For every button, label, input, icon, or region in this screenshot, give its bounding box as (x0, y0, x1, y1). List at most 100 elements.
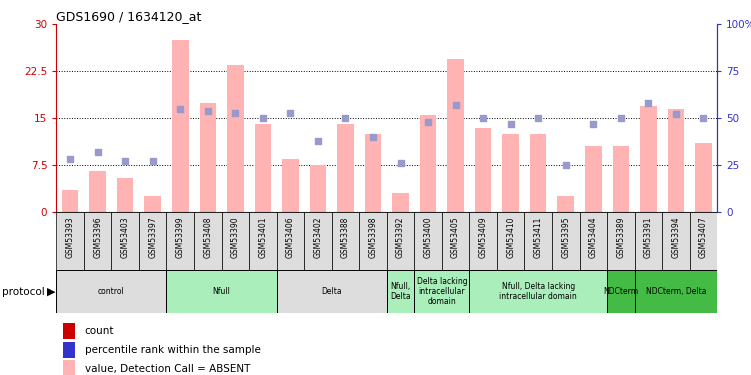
Bar (63, 360, 75, 375)
Bar (276, 212, 304, 270)
Bar (139, 212, 167, 270)
Point (229, 110, 241, 116)
Bar (580, 212, 607, 270)
Text: GSM53391: GSM53391 (644, 216, 653, 258)
Bar (448, 59, 464, 212)
Bar (63, 342, 75, 358)
Text: GSM53410: GSM53410 (506, 216, 515, 258)
Text: GSM53405: GSM53405 (451, 216, 460, 258)
Bar (117, 177, 134, 212)
Point (698, 115, 710, 121)
Point (312, 138, 324, 144)
Text: GSM53393: GSM53393 (65, 216, 74, 258)
Bar (475, 128, 491, 212)
Bar (387, 270, 415, 313)
Bar (392, 193, 409, 212)
Point (285, 110, 297, 116)
Point (257, 115, 269, 121)
Bar (497, 212, 524, 270)
Bar (442, 212, 469, 270)
Text: GSM53403: GSM53403 (121, 216, 130, 258)
Bar (530, 134, 547, 212)
Bar (89, 171, 106, 212)
Bar (662, 212, 689, 270)
Bar (227, 65, 243, 212)
Point (174, 106, 186, 112)
Bar (222, 212, 249, 270)
Text: GSM53411: GSM53411 (534, 216, 543, 258)
Bar (613, 146, 629, 212)
Text: Delta lacking
intracellular
domain: Delta lacking intracellular domain (417, 277, 467, 306)
Bar (200, 102, 216, 212)
Text: GSM53392: GSM53392 (396, 216, 405, 258)
Text: GSM53394: GSM53394 (671, 216, 680, 258)
Bar (56, 212, 84, 270)
Bar (668, 109, 684, 212)
Bar (304, 212, 332, 270)
Point (92, 149, 104, 155)
Point (146, 158, 158, 164)
Text: Nfull: Nfull (213, 287, 231, 296)
Bar (167, 270, 276, 313)
Point (532, 115, 544, 121)
Text: GSM53400: GSM53400 (424, 216, 433, 258)
Text: NDCterm, Delta: NDCterm, Delta (646, 287, 706, 296)
Point (615, 115, 627, 121)
Point (642, 100, 654, 106)
Text: value, Detection Call = ABSENT: value, Detection Call = ABSENT (85, 364, 250, 374)
Bar (557, 196, 574, 212)
Bar (469, 212, 497, 270)
Bar (585, 146, 602, 212)
Text: GSM53409: GSM53409 (478, 216, 487, 258)
Point (587, 121, 599, 127)
Text: protocol: protocol (2, 286, 45, 297)
Bar (172, 40, 189, 212)
Point (202, 108, 214, 114)
Text: Delta: Delta (321, 287, 342, 296)
Text: GSM53408: GSM53408 (204, 216, 213, 258)
Bar (337, 124, 354, 212)
Point (64, 156, 76, 162)
Bar (640, 106, 656, 212)
Bar (276, 270, 387, 313)
Text: ▶: ▶ (47, 286, 56, 297)
Text: GSM53406: GSM53406 (286, 216, 295, 258)
Text: GSM53404: GSM53404 (589, 216, 598, 258)
Bar (255, 124, 271, 212)
Bar (387, 212, 415, 270)
Bar (62, 190, 78, 212)
Bar (144, 196, 161, 212)
Text: GSM53398: GSM53398 (369, 216, 378, 258)
Point (505, 121, 517, 127)
Text: GSM53407: GSM53407 (699, 216, 708, 258)
Text: GSM53397: GSM53397 (148, 216, 157, 258)
Text: GSM53401: GSM53401 (258, 216, 267, 258)
Point (559, 162, 572, 168)
Bar (249, 212, 276, 270)
Point (367, 134, 379, 140)
Text: Nfull,
Delta: Nfull, Delta (391, 282, 411, 301)
Bar (420, 115, 436, 212)
Text: GSM53399: GSM53399 (176, 216, 185, 258)
Text: GDS1690 / 1634120_at: GDS1690 / 1634120_at (56, 10, 202, 23)
Bar (194, 212, 222, 270)
Text: GSM53388: GSM53388 (341, 216, 350, 258)
Bar (63, 323, 75, 339)
Bar (282, 159, 299, 212)
Text: GSM53402: GSM53402 (313, 216, 322, 258)
Bar (365, 134, 382, 212)
Point (422, 119, 434, 125)
Bar (415, 270, 469, 313)
Text: Nfull, Delta lacking
intracellular domain: Nfull, Delta lacking intracellular domai… (499, 282, 577, 301)
Bar (552, 212, 580, 270)
Point (394, 160, 406, 166)
Text: GSM53390: GSM53390 (231, 216, 240, 258)
Text: count: count (85, 326, 114, 336)
Bar (56, 270, 167, 313)
Text: control: control (98, 287, 125, 296)
Point (339, 115, 351, 121)
Bar (502, 134, 519, 212)
Text: NDCterm: NDCterm (603, 287, 638, 296)
Bar (695, 143, 712, 212)
Text: GSM53395: GSM53395 (561, 216, 570, 258)
